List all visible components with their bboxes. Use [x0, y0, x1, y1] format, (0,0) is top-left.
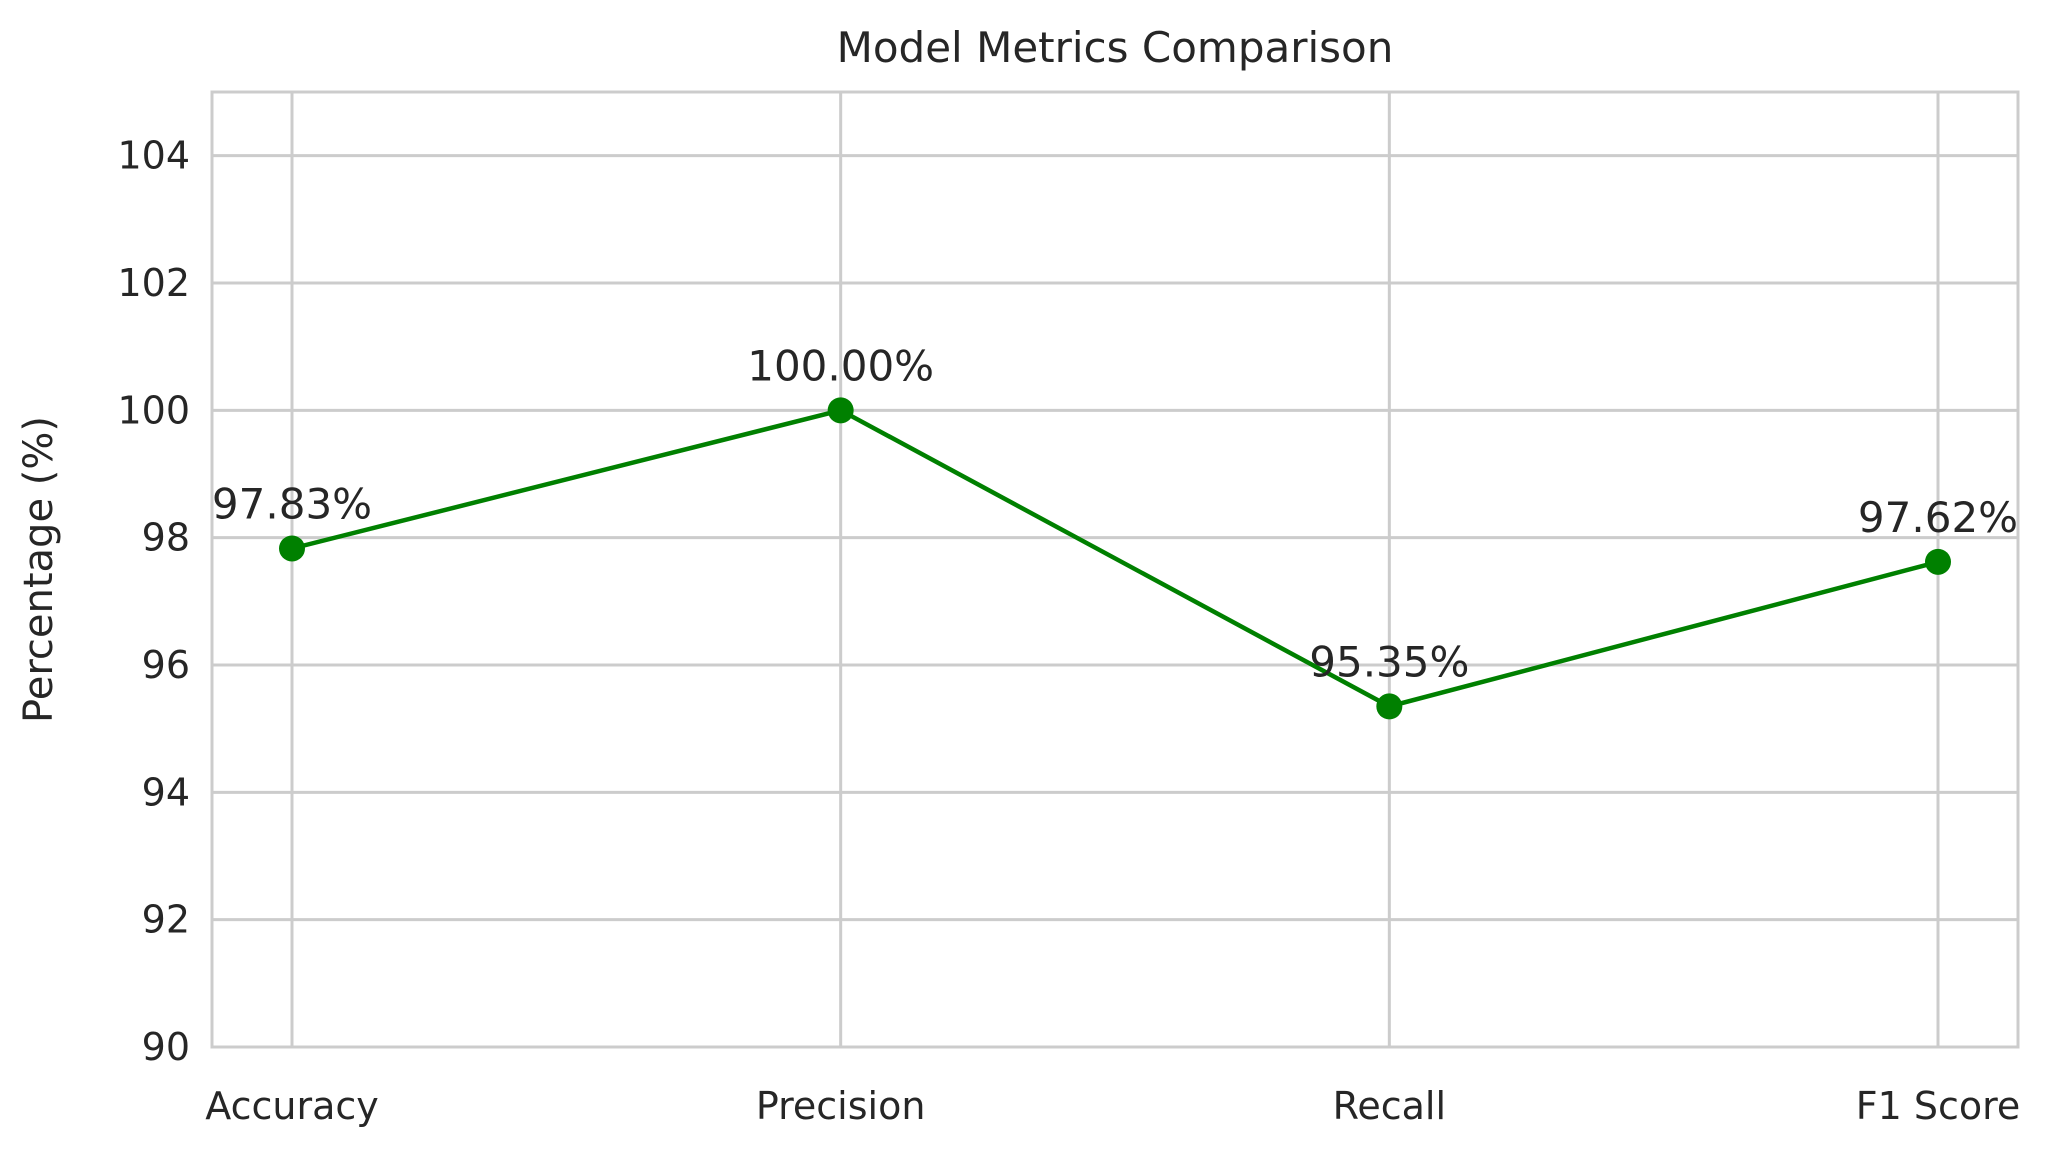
data-point [1925, 548, 1951, 575]
data-label: 95.35% [1309, 637, 1469, 686]
y-tick-label: 94 [142, 770, 190, 814]
data-markers [279, 397, 1951, 720]
y-axis-label: Percentage (%) [16, 416, 62, 723]
y-tick-label: 104 [117, 134, 190, 178]
data-point [827, 397, 854, 424]
data-point [279, 535, 305, 562]
data-labels: 97.83% 100.00% 95.35% 97.62% [212, 341, 2018, 686]
x-tick-labels: Accuracy Precision Recall F1 Score [205, 1084, 2020, 1128]
y-tick-labels: 90 92 94 96 98 100 102 104 [117, 134, 190, 1069]
x-tick-label: F1 Score [1856, 1084, 2021, 1128]
grid-layer [212, 92, 2018, 1049]
data-label: 97.62% [1858, 493, 2018, 542]
x-tick-label: Precision [756, 1084, 926, 1128]
data-label: 100.00% [747, 341, 934, 390]
x-tick-label: Recall [1333, 1084, 1446, 1128]
y-tick-label: 90 [142, 1025, 190, 1069]
y-tick-label: 92 [142, 898, 190, 942]
plot-frame [210, 90, 2020, 1049]
y-tick-label: 100 [117, 388, 190, 432]
data-point [1376, 693, 1403, 720]
y-tick-label: 96 [142, 643, 190, 687]
chart-title: Model Metrics Comparison [837, 23, 1394, 72]
y-tick-label: 102 [117, 261, 190, 305]
data-label: 97.83% [212, 479, 372, 528]
x-tick-label: Accuracy [205, 1084, 379, 1128]
series-line [289, 408, 1941, 709]
y-tick-label: 98 [142, 516, 190, 560]
